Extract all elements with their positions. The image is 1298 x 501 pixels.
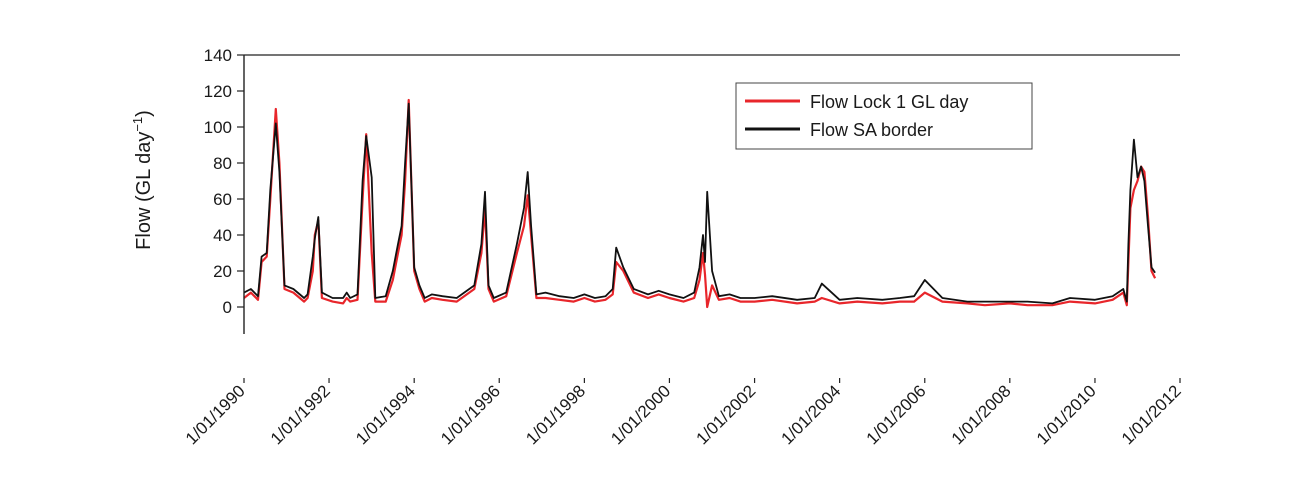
x-axis: 1/01/1990 1/01/1992 1/01/1994 1/01/1996 1/01… [182, 378, 1185, 448]
series-line-lock1 [243, 98, 1157, 309]
x-tick-label: 1/01/2000 [607, 381, 674, 448]
x-tick-label: 1/01/2002 [692, 381, 759, 448]
y-tick-label: 120 [204, 82, 232, 101]
x-tick-label: 1/01/1990 [182, 381, 249, 448]
series-layer [243, 98, 1157, 309]
x-tick-label: 1/01/1996 [437, 381, 504, 448]
y-tick-label: 80 [213, 154, 232, 173]
x-tick-label: 1/01/1998 [522, 381, 589, 448]
series-line-sa-border [243, 102, 1156, 305]
x-tick-label: 1/01/1994 [352, 381, 419, 448]
legend-box [735, 82, 1033, 150]
y-tick-label: 40 [213, 226, 232, 245]
y-tick-label: 100 [204, 118, 232, 137]
y-axis-title-superscript: −1 [130, 117, 145, 132]
x-tick-label: 1/01/2004 [778, 381, 845, 448]
y-tick-label: 0 [223, 298, 232, 317]
y-axis-title-main: Flow (GL day [133, 132, 155, 250]
x-tick-label: 1/01/2006 [863, 381, 930, 448]
legend: Flow Lock 1 GL day Flow SA border [735, 82, 1033, 150]
x-tick-label: 1/01/2010 [1033, 381, 1100, 448]
y-tick-label: 20 [213, 262, 232, 281]
plot-background [244, 55, 1180, 334]
x-tick-label: 1/01/2008 [948, 381, 1015, 448]
legend-label-sa-border: Flow SA border [810, 120, 933, 140]
legend-label-lock1: Flow Lock 1 GL day [810, 92, 968, 112]
x-tick-label: 1/01/2012 [1118, 381, 1185, 448]
x-tick-label: 1/01/1992 [267, 381, 334, 448]
y-axis-title: Flow (GL day−1) [130, 110, 155, 250]
y-tick-label: 140 [204, 46, 232, 65]
y-tick-label: 60 [213, 190, 232, 209]
y-axis-title-close: ) [133, 110, 155, 117]
y-axis: 0 20 40 60 80 100 120 140 [204, 46, 245, 334]
